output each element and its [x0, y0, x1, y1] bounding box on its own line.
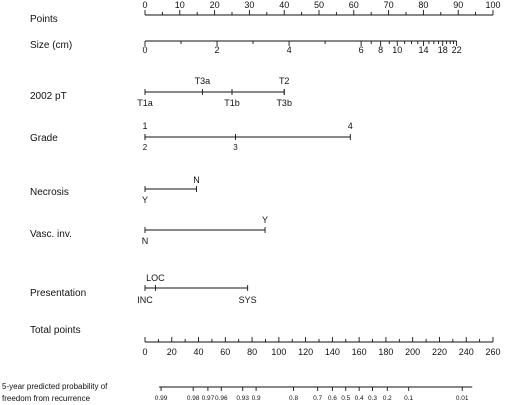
vasc_inv-label-above: Y: [262, 215, 268, 225]
total-tick-label: 0: [142, 347, 147, 357]
pt2002-label-below: T1a: [137, 98, 153, 108]
probability-tick-label: 0.7: [313, 395, 322, 402]
probability-tick-label: 0.97: [202, 395, 215, 402]
pt2002-label-below: T3b: [276, 98, 292, 108]
points-tick-label: 10: [175, 0, 185, 10]
probability-tick-label: 0.4: [355, 395, 364, 402]
total-tick-label: 180: [378, 347, 393, 357]
label-size: Size (cm): [30, 40, 72, 51]
total-tick-label: 80: [247, 347, 257, 357]
label-points: Points: [30, 14, 58, 25]
size-tick-label: 6: [359, 45, 364, 55]
pt2002-label-below: T1b: [224, 98, 240, 108]
points-tick-label: 50: [314, 0, 324, 10]
size-tick-label: 8: [378, 45, 383, 55]
total-tick-label: 140: [325, 347, 340, 357]
necrosis-label-below: Y: [142, 195, 148, 205]
probability-tick-label: 0.98: [187, 395, 200, 402]
points-tick-label: 60: [349, 0, 359, 10]
probability-tick-label: 0.5: [341, 395, 350, 402]
size-tick-label: 4: [287, 45, 292, 55]
grade-label-above: 4: [348, 121, 353, 131]
label-vasc-inv: Vasc. inv.: [30, 229, 72, 240]
total-tick-label: 240: [459, 347, 474, 357]
points-tick-label: 0: [142, 0, 147, 10]
points-tick-label: 70: [384, 0, 394, 10]
probability-tick-label: 0.1: [404, 395, 413, 402]
pt2002-label-above: T3a: [195, 76, 211, 86]
total-tick-label: 60: [220, 347, 230, 357]
total-tick-label: 220: [432, 347, 447, 357]
probability-tick-label: 0.93: [236, 395, 249, 402]
grade-label-below: 2: [143, 143, 148, 152]
total-tick-label: 160: [352, 347, 367, 357]
total-tick-label: 120: [298, 347, 313, 357]
points-tick-label: 80: [418, 0, 428, 10]
label-grade: Grade: [30, 133, 58, 144]
pt2002-label-above: T2: [279, 76, 290, 86]
probability-tick-label: 0.96: [215, 395, 228, 402]
size-tick-label: 22: [452, 45, 462, 55]
vasc_inv-label-below: N: [142, 236, 149, 246]
label-probability-line2: freedom from recurrence: [2, 394, 91, 403]
size-tick-label: 0: [142, 45, 147, 55]
total-tick-label: 200: [405, 347, 420, 357]
probability-tick-label: 0.01: [456, 395, 469, 402]
size-tick-label: 14: [419, 45, 429, 55]
total-tick-label: 40: [194, 347, 204, 357]
presentation-label-below: SYS: [239, 295, 257, 305]
row-labels: Points Size (cm) 2002 pT Grade Necrosis …: [2, 14, 108, 403]
size-tick-label: 10: [392, 45, 402, 55]
points-tick-label: 20: [210, 0, 220, 10]
grade-label-below: 3: [233, 143, 238, 152]
probability-tick-label: 0.8: [289, 395, 298, 402]
necrosis-label-above: N: [193, 175, 200, 185]
total-tick-label: 260: [485, 347, 500, 357]
points-tick-label: 90: [453, 0, 463, 10]
label-probability-line1: 5-year predicted probability of: [2, 382, 108, 391]
probability-tick-label: 0.99: [155, 395, 168, 402]
grade-label-above: 1: [142, 121, 147, 131]
presentation-label-below: INC: [137, 295, 153, 305]
points-tick-label: 30: [244, 0, 254, 10]
label-pt2002: 2002 pT: [30, 91, 67, 102]
presentation-label-above: LOC: [146, 273, 165, 283]
probability-tick-label: 0.6: [328, 395, 337, 402]
size-tick-label: 2: [215, 45, 220, 55]
probability-tick-label: 0.9: [252, 395, 261, 402]
size-tick-label: 18: [438, 45, 448, 55]
points-tick-label: 100: [485, 0, 500, 10]
total-tick-label: 20: [167, 347, 177, 357]
label-necrosis: Necrosis: [30, 187, 69, 198]
label-presentation: Presentation: [30, 288, 86, 299]
probability-tick-label: 0.2: [383, 395, 392, 402]
total-tick-label: 100: [271, 347, 286, 357]
probability-tick-label: 0.3: [368, 395, 377, 402]
label-total-points: Total points: [30, 325, 81, 336]
points-tick-label: 40: [279, 0, 289, 10]
